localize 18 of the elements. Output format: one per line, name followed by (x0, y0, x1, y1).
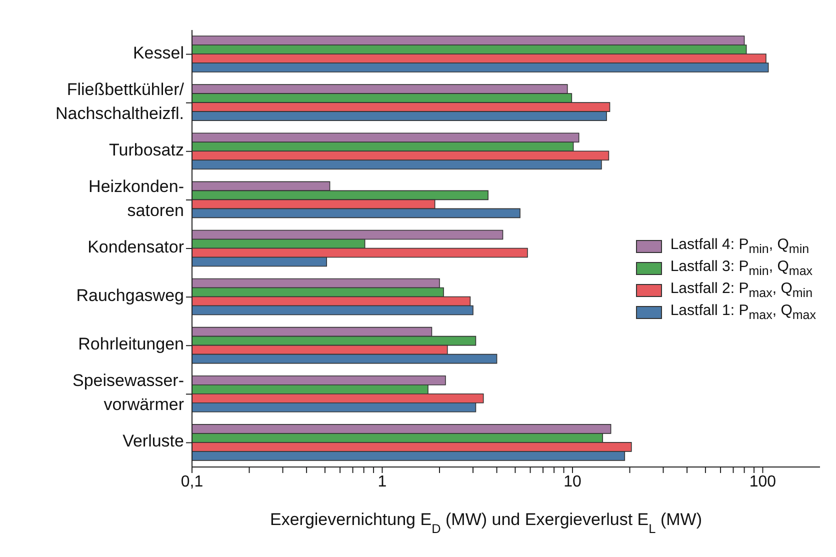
legend-label: Lastfall 4: P$_{min}$, Q$_{min}$ (670, 236, 810, 256)
x-tick-label: 0,1 (180, 473, 204, 490)
x-tick-label: 1 (378, 473, 387, 490)
x-tick-label: 10 (564, 473, 582, 490)
y-tick-label: Speisewasser- vorwärmer (72, 372, 184, 415)
y-tick-label: Kessel (132, 44, 184, 63)
y-tick-label: Heizkonden- satoren (88, 177, 184, 220)
x-axis-title: Exergievernichtung E$_{D}$ (MW) und Exergieverlust E$_{L}$ (MW) (270, 510, 702, 536)
y-tick-label: Rohrleitungen (78, 335, 184, 354)
y-tick-label: Turbosatz (109, 140, 184, 160)
legend-label: Lastfall 1: P$_{max}$, Q$_{max}$ (670, 302, 816, 322)
y-tick-label: Fließbettkühler/ Nachschaltheizfl. (55, 80, 184, 124)
y-tick-label: Verluste (122, 432, 184, 452)
y-tick-label: Kondensator (88, 238, 184, 257)
legend-label: Lastfall 2: P$_{max}$, Q$_{min}$ (670, 280, 813, 300)
y-tick-label: Rauchgasweg (76, 286, 184, 306)
x-tick-label: 100 (749, 473, 776, 490)
legend-label: Lastfall 3: P$_{min}$, Q$_{max}$ (670, 258, 813, 278)
